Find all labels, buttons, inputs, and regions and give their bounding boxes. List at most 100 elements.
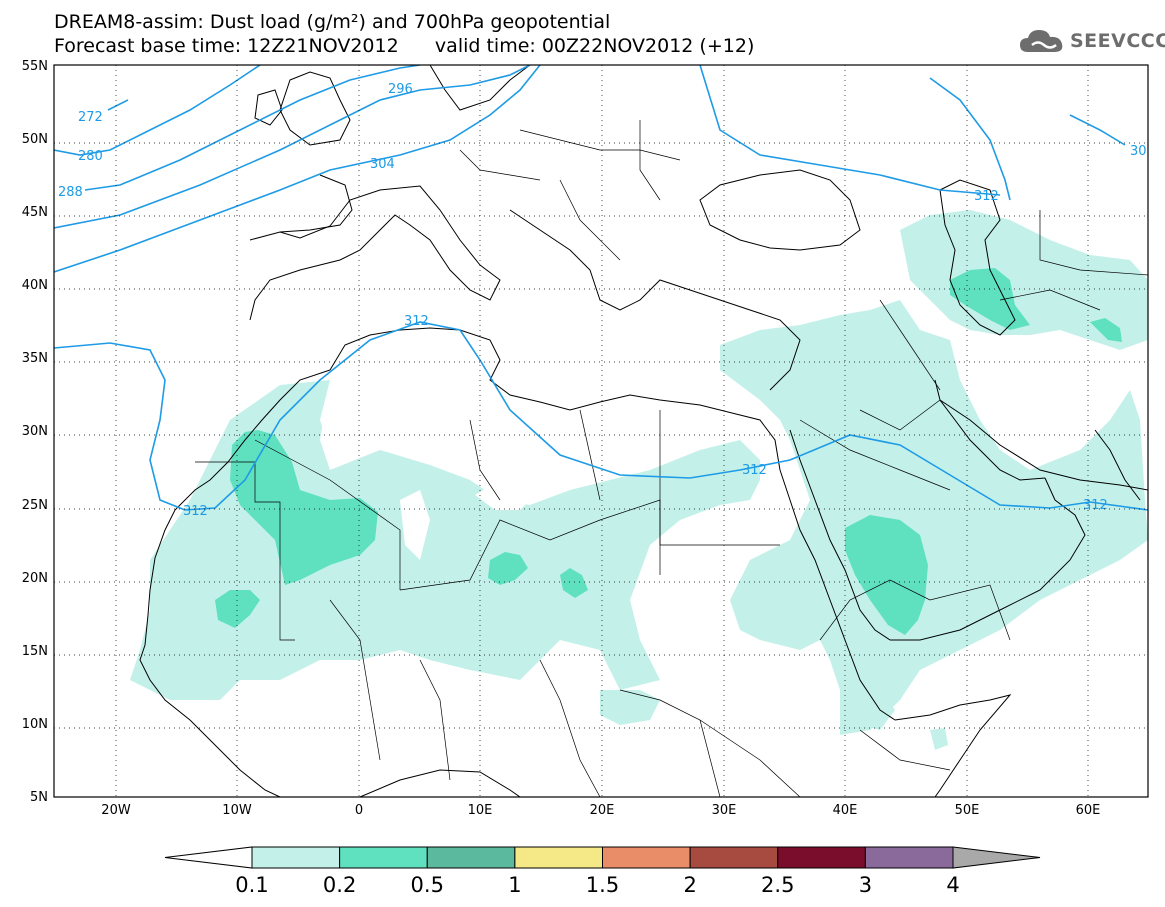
colorbar-bin-7	[864, 846, 954, 869]
coast-iran-south	[939, 399, 1148, 491]
coast-red-sea-east	[789, 429, 891, 641]
colorbar-label: 2	[683, 873, 696, 897]
contour-280	[54, 65, 261, 156]
logo-text: SEEVCCC	[1070, 30, 1165, 52]
lat-label-10n: 10N	[22, 717, 48, 732]
colorbar-bin-4	[602, 846, 691, 869]
dust-area-mauritania	[215, 590, 260, 628]
map-subtitle: Forecast base time: 12Z21NOV2012 valid t…	[54, 35, 755, 57]
colorbar-label: 1	[508, 873, 521, 897]
lon-label-50e: 50E	[955, 803, 980, 818]
dust-area-niger	[488, 552, 528, 585]
gridlines	[54, 65, 1148, 797]
lat-label-55n: 55N	[22, 59, 48, 74]
colorbar-bin-5	[689, 846, 779, 869]
lon-label-10e: 10E	[468, 803, 493, 818]
dust-clear-areas	[320, 360, 740, 600]
contour-label-312-d: 312	[974, 189, 999, 204]
colorbar-bin-3	[514, 846, 603, 869]
latitude-labels: 55N 50N 45N 40N 35N 30N 25N 20N 15N 10N …	[22, 59, 48, 805]
coast-britain	[279, 71, 351, 146]
coast-arabian-sea	[1094, 429, 1141, 501]
dust-area-somalia	[930, 728, 948, 750]
contour-label-312-c: 312	[742, 463, 767, 478]
colorbar-bin-1	[339, 846, 428, 869]
contour-312-main	[54, 321, 1148, 511]
cloud-logo-icon	[1020, 30, 1063, 52]
map-title: DREAM8-assim: Dust load (g/m²) and 700hP…	[54, 11, 611, 33]
dust-area-sudan	[600, 690, 660, 725]
lat-label-15n: 15N	[22, 644, 48, 659]
colorbar: 0.1 0.2 0.5 1 1.5 2 2.5 3 4	[164, 846, 1041, 897]
colorbar-bin-0	[251, 846, 341, 869]
coast-horn	[894, 694, 1012, 797]
coast-north-africa	[329, 327, 781, 471]
colorbar-label: 3	[859, 873, 872, 897]
colorbar-label: 0.5	[411, 873, 444, 897]
contour-304-east	[699, 65, 1001, 196]
lat-label-20n: 20N	[22, 571, 48, 586]
lat-label-35n: 35N	[22, 351, 48, 366]
contour-label-312-b: 312	[183, 504, 208, 519]
colorbar-low-triangle	[164, 846, 253, 869]
country-borders	[195, 120, 1148, 797]
lat-label-30n: 30N	[22, 424, 48, 439]
colorbar-label: 0.2	[323, 873, 356, 897]
contour-labels: 272 280 288 296 304 312 312 312 312 312 …	[58, 82, 1147, 519]
coast-gulf-guinea	[359, 769, 521, 797]
coast-france-atlantic	[279, 174, 353, 233]
dust-area-chad	[560, 568, 588, 598]
dust-area-morocco	[230, 430, 378, 585]
map-frame	[53, 64, 1149, 798]
longitude-labels: 20W 10W 0 10E 20E 30E 40E 50E 60E	[101, 803, 1100, 818]
dust-area-arabia	[720, 300, 1148, 735]
colorbar-bin-6	[777, 846, 866, 869]
dust-area-uzbek	[1090, 318, 1122, 342]
contour-label-304: 304	[370, 157, 395, 172]
lat-label-5n: 5N	[30, 790, 48, 805]
lon-label-0: 0	[355, 803, 363, 818]
contour-label-272: 272	[78, 110, 103, 125]
contour-312-north	[929, 77, 1011, 201]
contour-label-312-e: 312	[1083, 498, 1108, 513]
coast-balkans	[509, 209, 801, 391]
coast-mediterranean-north	[249, 185, 501, 321]
coast-caspian	[939, 179, 1016, 336]
lat-label-45n: 45N	[22, 205, 48, 220]
contour-272	[107, 99, 129, 111]
lon-label-20e: 20E	[590, 803, 615, 818]
lon-label-40e: 40E	[833, 803, 858, 818]
colorbar-label: 2.5	[761, 873, 794, 897]
seevccc-logo: SEEVCCC	[1018, 26, 1165, 56]
geopotential-contours	[54, 65, 1148, 511]
contour-label-280: 280	[78, 149, 103, 164]
coast-scandinavia	[429, 65, 531, 111]
coast-arabia-south	[890, 477, 1086, 641]
dust-medium-areas	[215, 268, 1122, 635]
lat-label-50n: 50N	[22, 132, 48, 147]
colorbar-high-triangle	[952, 846, 1041, 869]
contour-304	[54, 65, 541, 273]
coast-black-sea	[699, 169, 861, 251]
dust-area-turkmen	[950, 268, 1030, 330]
colorbar-label: 1.5	[586, 873, 619, 897]
colorbar-label: 4	[946, 873, 959, 897]
dust-area-north-ethiopia	[860, 690, 895, 730]
dust-area-caspian	[900, 210, 1148, 350]
dust-area-saudi	[845, 515, 928, 635]
contour-label-296: 296	[388, 82, 413, 97]
contour-30	[1069, 114, 1126, 146]
contour-label-30: 30	[1130, 144, 1147, 159]
coast-ireland	[254, 89, 283, 126]
lon-label-30e: 30E	[712, 803, 737, 818]
contour-label-312-a: 312	[404, 314, 429, 329]
contour-288	[84, 65, 421, 191]
coast-red-sea-west	[779, 469, 896, 721]
contour-label-288: 288	[58, 185, 83, 200]
lon-label-20w: 20W	[101, 803, 131, 818]
contour-296	[54, 65, 531, 229]
lat-label-40n: 40N	[22, 278, 48, 293]
colorbar-label: 0.1	[235, 873, 268, 897]
colorbar-bin-2	[426, 846, 516, 869]
